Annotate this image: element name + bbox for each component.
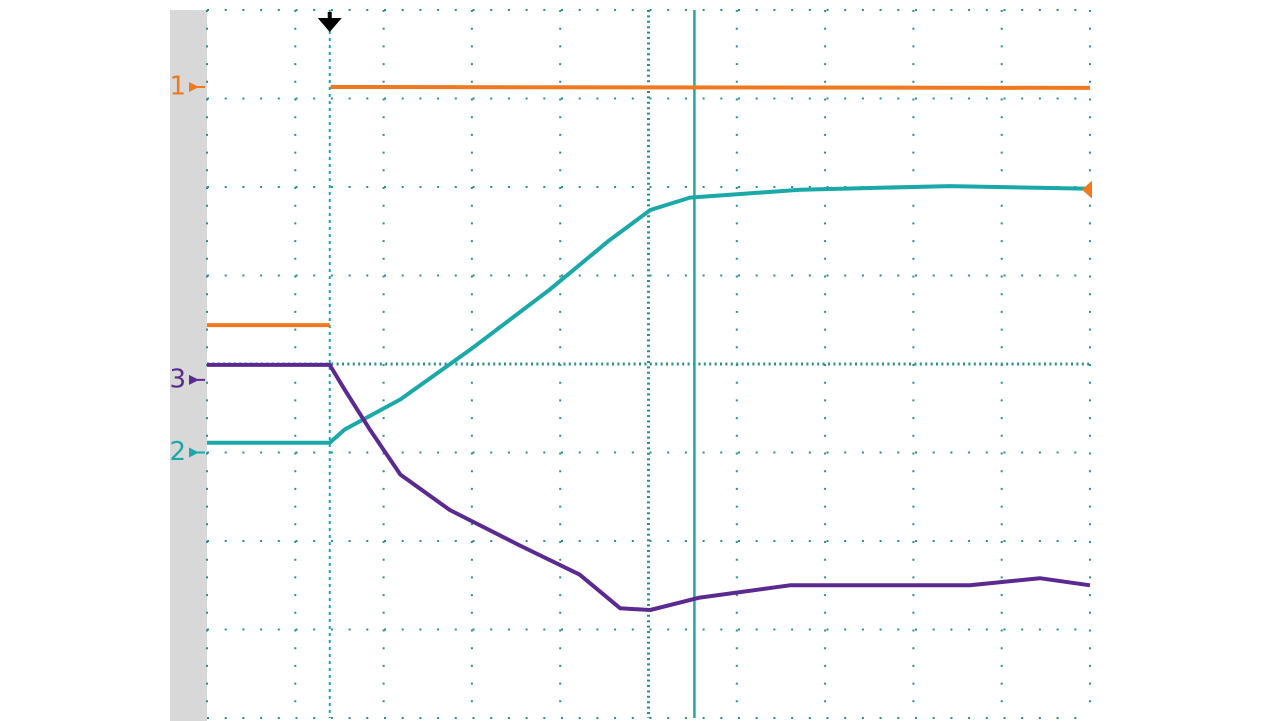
trace [207, 85, 1091, 328]
channel-marker [189, 374, 205, 385]
channel-label: 3 [169, 364, 186, 394]
trigger-arrow [317, 12, 342, 32]
trigger-level-marker [1082, 180, 1092, 199]
left-bar [170, 10, 207, 721]
channel-marker [189, 81, 205, 92]
trace [207, 184, 1091, 445]
trace [207, 362, 1091, 612]
channel-label: 1 [169, 71, 186, 101]
channel-label: 2 [169, 437, 186, 467]
channel-marker [189, 447, 205, 458]
